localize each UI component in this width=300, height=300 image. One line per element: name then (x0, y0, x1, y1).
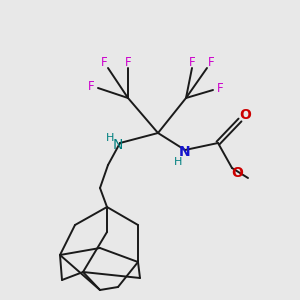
Text: N: N (179, 145, 191, 159)
Text: H: H (106, 133, 114, 143)
Text: F: F (88, 80, 94, 92)
Text: F: F (189, 56, 195, 68)
Text: N: N (113, 138, 123, 152)
Text: H: H (174, 157, 182, 167)
Text: F: F (217, 82, 223, 94)
Text: F: F (208, 56, 214, 68)
Text: O: O (231, 166, 243, 180)
Text: F: F (125, 56, 131, 68)
Text: F: F (101, 56, 107, 70)
Text: O: O (239, 108, 251, 122)
